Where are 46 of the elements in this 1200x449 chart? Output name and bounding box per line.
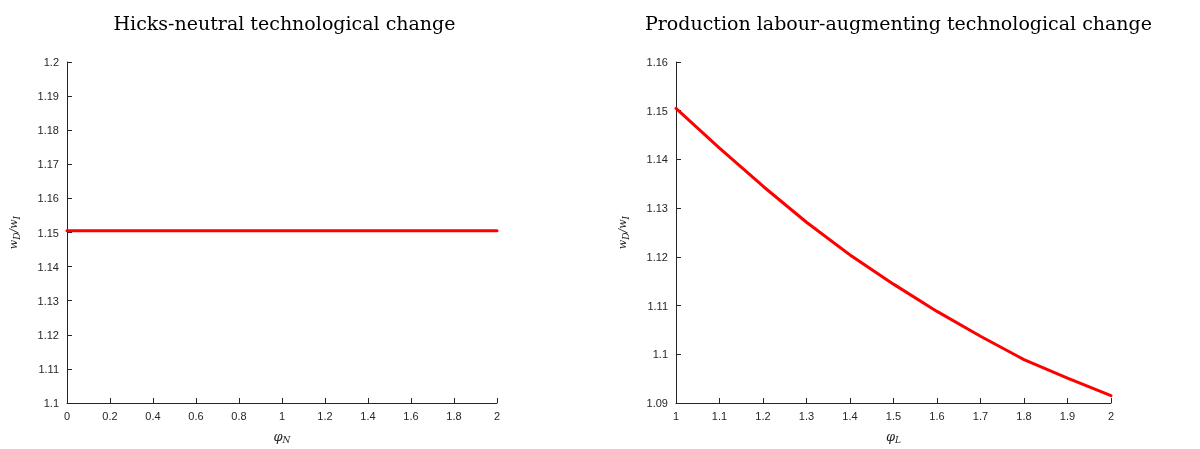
y-tick-label: 1.14 <box>646 153 668 166</box>
y-tick-label: 1.12 <box>37 328 59 341</box>
x-tick-label: 1.4 <box>360 409 376 422</box>
y-tick-label: 1.12 <box>646 250 668 263</box>
chart-title: Production labour-augmenting technological change <box>644 11 1153 34</box>
x-tick-label: 1.9 <box>1059 409 1076 422</box>
y-tick-label: 1.16 <box>37 192 59 205</box>
y-tick-label: 1.2 <box>43 56 59 68</box>
y-tick-label: 1.19 <box>37 90 59 103</box>
y-axis-title: wD/wI <box>616 215 631 250</box>
line-series <box>674 106 1113 398</box>
y-tick-label: 1.11 <box>38 362 59 375</box>
x-tick-label: 1 <box>672 409 680 422</box>
x-tick-label: 1.8 <box>446 409 462 422</box>
x-tick-label: 1.7 <box>972 409 989 422</box>
x-tick-label: 1.4 <box>842 409 858 422</box>
y-tick-label: 1.17 <box>37 158 59 171</box>
y-tick-label: 1.14 <box>37 260 59 273</box>
chart-title: Hicks-neutral technological change <box>113 11 456 34</box>
y-tick-label: 1.13 <box>37 294 59 307</box>
y-tick-label: 1.09 <box>646 397 668 409</box>
x-tick-label: 1.5 <box>885 409 902 422</box>
x-tick-label: 1.2 <box>317 409 333 422</box>
y-tick-label: 1.1 <box>43 397 59 409</box>
y-tick-label: 1.1 <box>652 348 668 361</box>
y-tick-label: 1.11 <box>647 299 668 312</box>
x-tick-label: 0.4 <box>145 409 161 422</box>
x-tick-label: 1.1 <box>711 409 728 422</box>
x-tick-label: 1.3 <box>798 409 815 422</box>
y-axis-title: wD/wI <box>7 215 22 250</box>
x-tick-label: 1.2 <box>755 409 771 422</box>
x-tick-label: 2 <box>1107 409 1115 422</box>
x-tick-label: 0.2 <box>102 409 118 422</box>
y-tick-label: 1.15 <box>37 226 59 239</box>
x-tick-label: 2 <box>493 409 501 422</box>
y-tick-label: 1.15 <box>646 104 668 117</box>
y-tick-label: 1.16 <box>646 56 668 68</box>
x-tick-label: 1.6 <box>403 409 419 422</box>
x-tick-label: 1.6 <box>929 409 945 422</box>
x-tick-label: 1 <box>278 409 286 422</box>
y-tick-label: 1.13 <box>646 202 668 215</box>
y-tick-label: 1.18 <box>37 124 59 137</box>
x-tick-label: 0.6 <box>188 409 204 422</box>
x-tick-label: 0 <box>63 409 71 422</box>
x-tick-label: 0.8 <box>231 409 247 422</box>
x-tick-label: 1.8 <box>1016 409 1032 422</box>
